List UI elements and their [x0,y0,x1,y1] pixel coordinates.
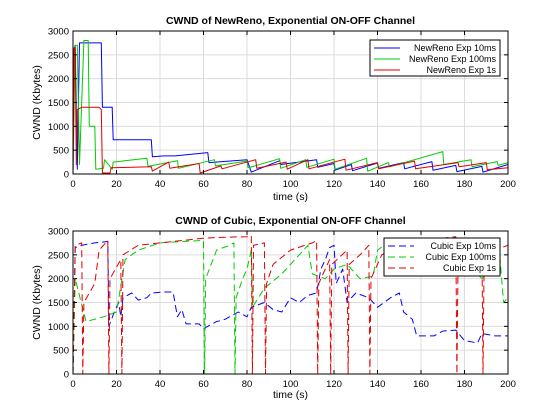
legend-label: NewReno Exp 10ms [414,43,497,53]
legend-label: NewReno Exp 100ms [409,54,497,64]
x-tick-label: 200 [500,179,516,190]
chart-title: CWND of NewReno, Exponential ON-OFF Chan… [166,15,415,27]
y-tick-label: 2500 [48,50,69,61]
y-axis-label: CWND (Kbytes) [31,265,43,340]
legend-label: Cubic Exp 100ms [425,252,496,262]
chart-title: CWND of Cubic, Exponential ON-OFF Channe… [175,215,405,227]
series-line-cubic-exp-10ms [72,241,508,375]
x-tick-label: 80 [242,179,253,190]
x-tick-label: 0 [70,379,75,390]
x-tick-label: 40 [155,379,166,390]
x-axis-label: time (s) [273,191,308,203]
x-tick-label: 120 [326,179,342,190]
legend-label: Cubic Exp 1s [443,263,497,273]
x-tick-label: 100 [283,179,299,190]
y-tick-label: 0 [64,170,69,181]
y-tick-label: 1500 [48,298,69,309]
x-axis-label: time (s) [273,389,308,401]
x-tick-label: 40 [155,179,166,190]
y-tick-label: 1000 [48,322,69,333]
y-tick-label: 2500 [48,250,69,261]
x-tick-label: 160 [413,179,429,190]
chart-panel-cubic: CWND of Cubic, Exponential ON-OFF Channe… [31,215,516,401]
x-tick-label: 60 [198,179,209,190]
x-tick-label: 20 [111,179,122,190]
legend-label: Cubic Exp 10ms [430,241,496,251]
y-tick-label: 3000 [48,227,69,238]
x-tick-label: 80 [242,379,253,390]
chart-panel-newreno: CWND of NewReno, Exponential ON-OFF Chan… [31,15,516,203]
x-tick-label: 20 [111,379,122,390]
y-tick-label: 500 [53,346,69,357]
x-tick-label: 180 [457,379,473,390]
x-tick-label: 100 [283,379,299,390]
y-axis-label: CWND (Kbytes) [31,65,43,140]
x-tick-label: 140 [370,179,386,190]
x-tick-label: 160 [413,379,429,390]
series-line-newreno-exp-1s [72,47,509,175]
y-tick-label: 0 [64,370,69,381]
y-tick-label: 3000 [48,27,69,38]
y-tick-label: 1000 [48,122,69,133]
x-tick-label: 200 [500,379,516,390]
x-tick-label: 60 [198,379,209,390]
x-tick-label: 120 [326,379,342,390]
x-tick-label: 180 [457,179,473,190]
y-tick-label: 500 [53,146,69,157]
legend-label: NewReno Exp 1s [426,65,496,75]
x-tick-label: 140 [370,379,386,390]
y-tick-label: 2000 [48,274,69,285]
y-tick-label: 2000 [48,74,69,85]
y-tick-label: 1500 [48,98,69,109]
legend-box [369,39,501,77]
series-line-newreno-exp-100ms [72,40,509,175]
x-tick-label: 0 [70,179,75,190]
